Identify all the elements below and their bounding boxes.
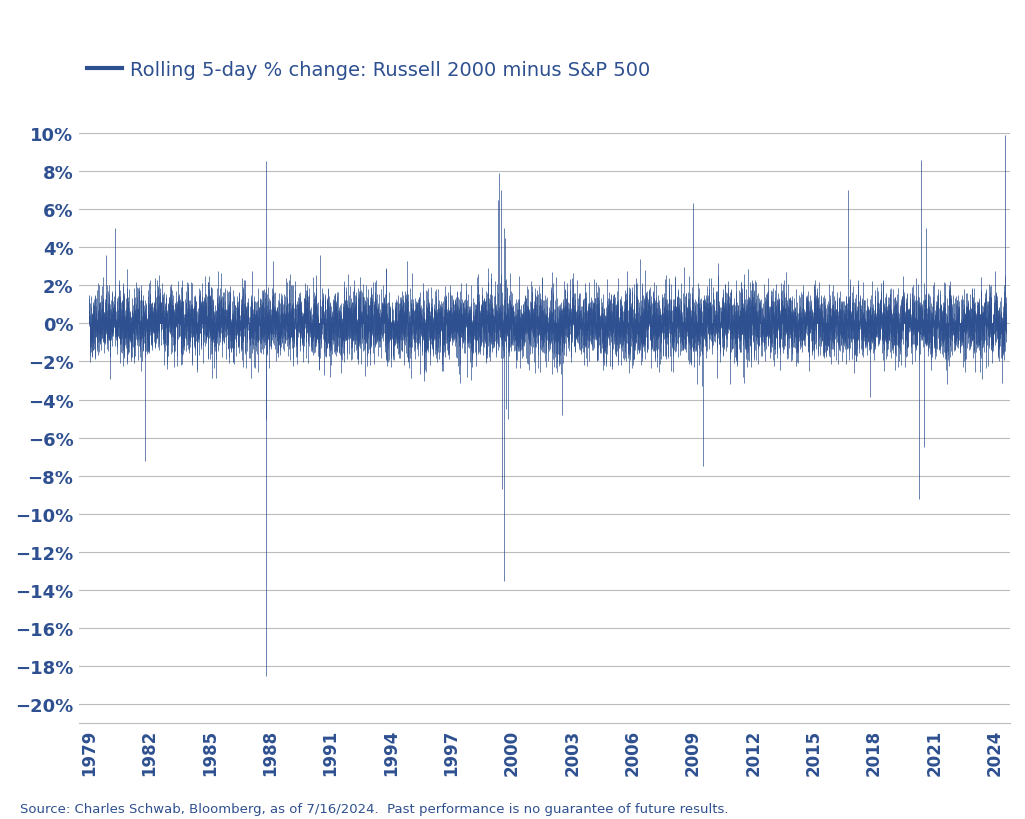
- Text: Source: Charles Schwab, Bloomberg, as of 7/16/2024.  Past performance is no guar: Source: Charles Schwab, Bloomberg, as of…: [20, 802, 729, 815]
- Legend: Rolling 5-day % change: Russell 2000 minus S&P 500: Rolling 5-day % change: Russell 2000 min…: [79, 53, 658, 88]
